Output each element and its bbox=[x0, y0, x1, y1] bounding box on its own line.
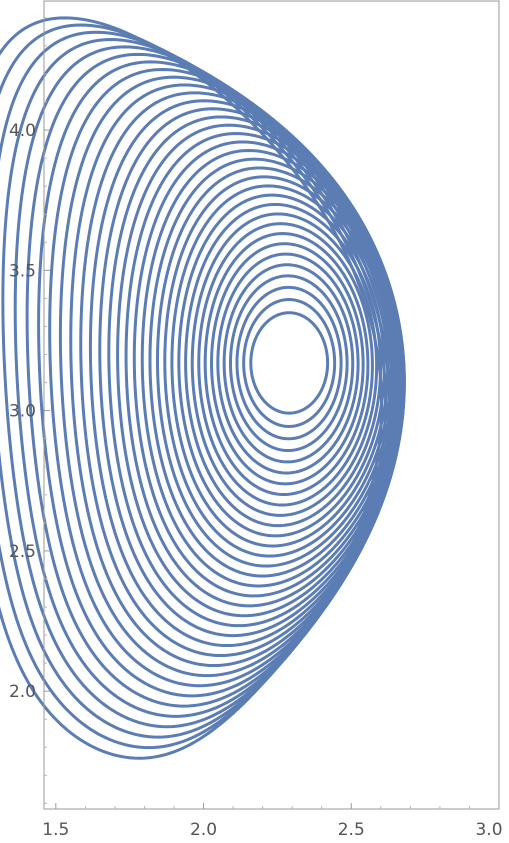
contour-line bbox=[249, 311, 330, 415]
y-tick-label: 2.0 bbox=[9, 682, 36, 702]
x-tick-label: 2.0 bbox=[190, 820, 217, 840]
x-tick-label: 2.5 bbox=[338, 820, 365, 840]
contour-line bbox=[210, 242, 365, 486]
y-tick-label: 3.0 bbox=[9, 402, 36, 422]
contour-line bbox=[242, 298, 337, 428]
y-axis: 2.0 2.5 3.0 3.5 4.0 bbox=[9, 17, 50, 804]
contour-line bbox=[222, 263, 355, 464]
contour-line bbox=[0, 16, 384, 760]
x-tick-label: 1.5 bbox=[42, 820, 69, 840]
x-axis: 1.5 2.0 2.5 3.0 bbox=[42, 803, 503, 840]
contour-line bbox=[197, 222, 374, 507]
contour-line bbox=[216, 252, 360, 475]
contour-line bbox=[148, 157, 398, 578]
contour-line bbox=[184, 202, 383, 528]
plot-frame bbox=[43, 0, 500, 810]
contour-line bbox=[203, 232, 370, 496]
contour-line bbox=[13, 45, 397, 718]
contour-line bbox=[228, 274, 349, 453]
contour-line bbox=[190, 212, 379, 517]
x-tick-label: 3.0 bbox=[475, 820, 502, 840]
contour-line bbox=[170, 184, 390, 548]
y-tick-label: 4.0 bbox=[9, 121, 36, 141]
y-tick-label: 3.5 bbox=[9, 261, 36, 281]
y-tick-label: 2.5 bbox=[9, 542, 36, 562]
flux-contours bbox=[0, 16, 406, 760]
contour-line bbox=[235, 285, 343, 441]
